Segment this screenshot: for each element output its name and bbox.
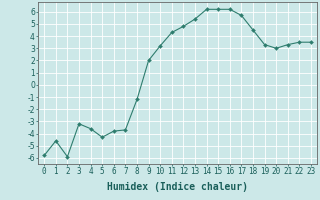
X-axis label: Humidex (Indice chaleur): Humidex (Indice chaleur) (107, 182, 248, 192)
